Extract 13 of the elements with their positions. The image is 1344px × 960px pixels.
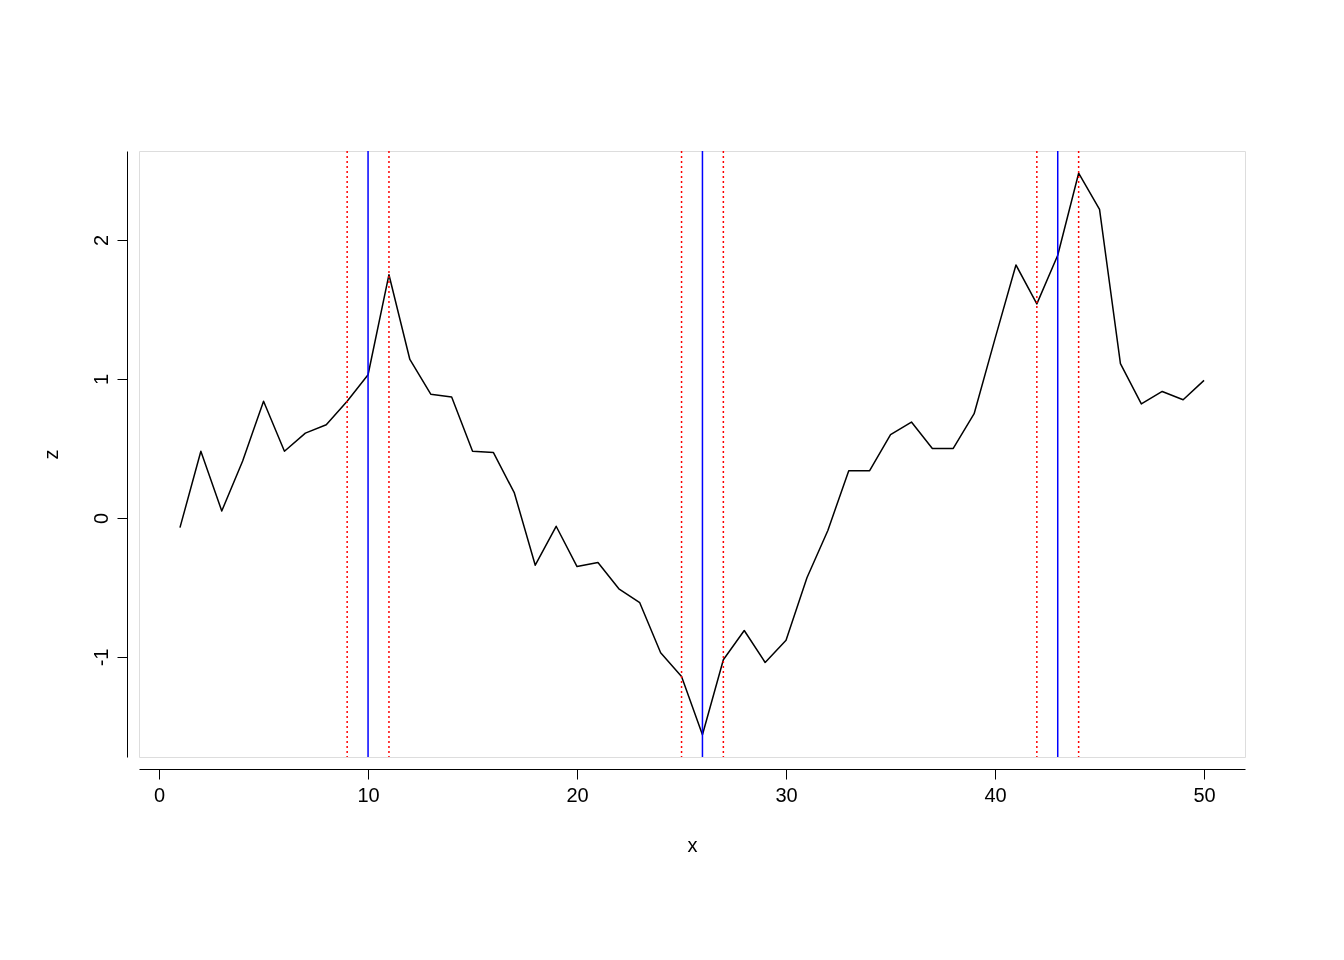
x-tick-label: 0 [154, 783, 166, 806]
y-axis-title: z [39, 449, 62, 460]
x-tick-label: 10 [357, 783, 380, 806]
x-tick-label: 30 [775, 783, 798, 806]
x-axis-title: x [687, 833, 698, 856]
y-tick-label: -1 [89, 648, 112, 667]
x-tick-label: 20 [566, 783, 589, 806]
y-tick-label: 0 [89, 512, 112, 524]
line-series [179, 172, 1205, 736]
y-tick-label: 2 [89, 234, 112, 247]
y-tick-label: 1 [89, 373, 112, 386]
x-tick-label: 50 [1193, 783, 1216, 806]
x-tick-label: 40 [984, 783, 1007, 806]
